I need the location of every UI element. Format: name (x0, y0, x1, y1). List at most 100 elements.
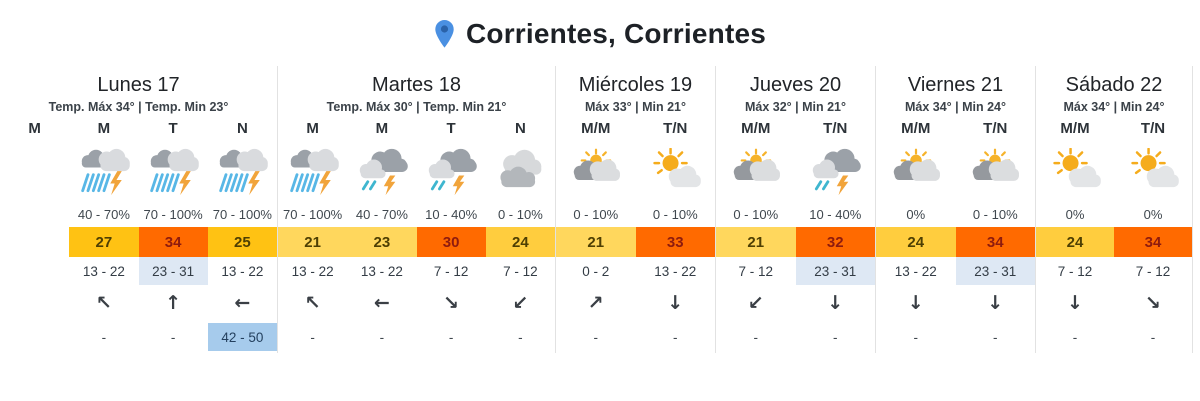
wind-speed-range: 13 - 22 (654, 263, 697, 279)
pcts-row: 0% 0 - 10% (876, 204, 1035, 224)
temperature-value: 21 (278, 227, 348, 257)
wind-gust-range: - (753, 329, 759, 345)
day-temp-minmax: Máx 34° | Min 24° (1063, 100, 1165, 114)
period-header: M/M (581, 119, 611, 137)
wind-gust-range: - (593, 329, 599, 345)
icons-row (278, 140, 555, 204)
period-header: N (236, 119, 248, 137)
wind-direction-arrow-southwest: ↙ (747, 292, 764, 314)
headers-row: M/M T/N (1036, 116, 1192, 140)
precip-probability: 0% (906, 206, 926, 222)
temperature-value: 23 (347, 227, 417, 257)
day-name: Miércoles 19 (578, 74, 693, 96)
day-temp-minmax: Máx 33° | Min 21° (584, 100, 687, 114)
icons-row (556, 140, 715, 204)
suncloud-icon (1114, 140, 1192, 204)
storm-icon (278, 140, 347, 204)
wind-gust-range: - (1072, 329, 1078, 345)
day-temp-minmax: Temp. Máx 34° | Temp. Min 23° (48, 100, 229, 114)
day-name: Jueves 20 (749, 74, 842, 96)
arrows-row: ↓ ↓ (876, 285, 1035, 321)
day-name: Lunes 17 (97, 74, 180, 96)
wind-speed-range: 0 - 2 (582, 263, 610, 279)
forecast-days-strip: Lunes 17 Temp. Máx 34° | Temp. Min 23° M M T… (0, 66, 1200, 353)
temperature-value: 24 (485, 227, 555, 257)
wind-direction-arrow-southeast: ↘ (1145, 292, 1161, 314)
period-header: T/N (823, 119, 848, 137)
page-header: Corrientes, Corrientes (0, 0, 1200, 66)
winds-row: 0 - 2 13 - 22 (556, 257, 715, 285)
arrows-row: ↓ ↘ (1036, 285, 1192, 321)
period-header: M (28, 119, 41, 137)
day-temp-minmax: Máx 32° | Min 21° (744, 100, 847, 114)
period-header: T/N (1140, 119, 1166, 137)
day-name: Sábado 22 (1065, 74, 1163, 96)
rainbolt-icon (347, 140, 416, 204)
wind-speed-range: 13 - 22 (360, 263, 403, 279)
day-card-lunes-17[interactable]: Lunes 17 Temp. Máx 34° | Temp. Min 23° M M T… (0, 66, 278, 353)
cloudsun-icon (556, 140, 636, 204)
wind-gust-range: 42 - 50 (207, 323, 277, 351)
wind-direction-arrow-northeast: ↗ (587, 292, 604, 314)
wind-speed-range: 7 - 12 (433, 263, 469, 279)
empty-cell (0, 285, 69, 321)
wind-speed-range: 7 - 12 (503, 263, 538, 279)
temps-row: 21 33 (556, 227, 715, 257)
day-name: Martes 18 (372, 74, 461, 96)
wind-gust-range: - (993, 329, 998, 345)
period-header: M (375, 119, 389, 137)
gusts-row: ---- (278, 323, 555, 351)
day-card-miercoles-19[interactable]: Miércoles 19 Máx 33° | Min 21° M/M T/N 0 - 1… (556, 66, 716, 353)
wind-speed-range: 23 - 31 (138, 257, 208, 285)
wind-gust-range: - (448, 329, 454, 345)
cloudsun-icon (716, 140, 796, 204)
precip-probability: 0 - 10% (733, 206, 779, 222)
period-header: T (168, 119, 178, 137)
headers-row: M/M T/N (876, 116, 1035, 140)
wind-gust-range: - (913, 329, 919, 345)
pcts-row: 0 - 10% 10 - 40% (716, 204, 875, 224)
period-header: M (306, 119, 319, 137)
period-header: T/N (663, 119, 688, 137)
empty-cell (0, 204, 69, 224)
gusts-row: -- (716, 323, 875, 351)
temperature-value: 25 (207, 227, 277, 257)
precip-probability: 70 - 100% (212, 206, 272, 222)
day-temp-minmax: Máx 34° | Min 24° (904, 100, 1007, 114)
temperature-value: 21 (556, 227, 636, 257)
wind-gust-range: - (310, 329, 315, 345)
gusts-row: -- (876, 323, 1035, 351)
temperature-value: 30 (416, 227, 486, 257)
wind-direction-arrow-south: ↓ (667, 292, 684, 314)
pcts-row: 70 - 100% 40 - 70% 10 - 40% 0 - 10% (278, 204, 555, 224)
wind-direction-arrow-south: ↓ (907, 292, 924, 314)
wind-speed-range: 23 - 31 (955, 257, 1035, 285)
wind-speed-range: 7 - 12 (1135, 263, 1171, 279)
icons-row (1036, 140, 1192, 204)
suncloud-icon (636, 140, 716, 204)
day-card-jueves-20[interactable]: Jueves 20 Máx 32° | Min 21° M/M T/N 0 - 10% 1… (716, 66, 876, 353)
wind-gust-range: - (1150, 329, 1156, 345)
day-name: Viernes 21 (907, 74, 1004, 96)
period-header: M (97, 119, 111, 137)
winds-row: 13 - 22 13 - 22 7 - 12 7 - 12 (278, 257, 555, 285)
gusts-row: - - 42 - 50 (0, 323, 277, 351)
icons-row (876, 140, 1035, 204)
wind-direction-arrow-south: ↓ (1067, 292, 1083, 314)
empty-cell (0, 257, 69, 285)
temps-row: 21 32 (716, 227, 875, 257)
temperature-value: 34 (1114, 227, 1192, 257)
period-header: M/M (741, 119, 771, 137)
wind-direction-arrow-northwest: ↖ (304, 292, 321, 314)
temperature-value: 33 (635, 227, 715, 257)
day-card-martes-18[interactable]: Martes 18 Temp. Máx 30° | Temp. Min 21° M M… (278, 66, 556, 353)
precip-probability: 70 - 100% (282, 206, 343, 222)
temps-row: 24 34 (876, 227, 1035, 257)
storm-icon (139, 140, 208, 204)
temps-row: 21 23 30 24 (278, 227, 555, 257)
day-card-sabado-22[interactable]: Sábado 22 Máx 34° | Min 24° M/M T/N 0% 0% 24 34… (1036, 66, 1193, 353)
pcts-row: 40 - 70% 70 - 100% 70 - 100% (0, 204, 277, 224)
day-card-viernes-21[interactable]: Viernes 21 Máx 34° | Min 24° M/M T/N 0% 0 - 1… (876, 66, 1036, 353)
